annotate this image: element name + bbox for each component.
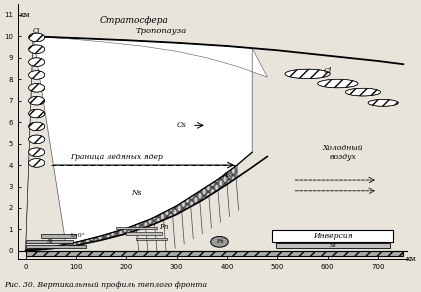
Text: Граница ледяных ядер: Граница ледяных ядер <box>70 153 163 161</box>
Ellipse shape <box>210 237 228 247</box>
Bar <box>272 230 393 242</box>
Text: St: St <box>329 243 336 248</box>
Polygon shape <box>26 36 267 251</box>
Polygon shape <box>285 69 330 79</box>
Text: St: St <box>46 239 53 244</box>
Polygon shape <box>29 135 45 144</box>
Text: км: км <box>19 11 30 19</box>
Polygon shape <box>33 36 252 244</box>
Text: Fs: Fs <box>216 239 223 244</box>
Text: t>0°: t>0° <box>71 233 86 238</box>
Bar <box>116 227 157 230</box>
Polygon shape <box>29 122 45 131</box>
Bar <box>136 238 167 240</box>
Text: Тропопауза: Тропопауза <box>136 27 187 35</box>
Text: Cl: Cl <box>324 67 332 75</box>
Text: Cs: Cs <box>177 121 187 129</box>
Polygon shape <box>29 58 45 66</box>
Polygon shape <box>29 159 45 167</box>
Text: Ns: Ns <box>131 189 141 197</box>
Polygon shape <box>29 33 45 42</box>
Polygon shape <box>29 45 45 53</box>
Polygon shape <box>29 109 45 118</box>
Polygon shape <box>368 99 398 106</box>
Polygon shape <box>29 84 45 92</box>
Polygon shape <box>26 251 403 256</box>
Text: Холодный
воздух: Холодный воздух <box>322 144 363 161</box>
Text: км: км <box>406 255 416 263</box>
Text: Инверсия: Инверсия <box>313 232 352 240</box>
Text: Ci: Ci <box>33 27 40 35</box>
Polygon shape <box>26 165 237 251</box>
Polygon shape <box>318 79 358 88</box>
Polygon shape <box>29 148 45 157</box>
Bar <box>26 239 73 243</box>
Polygon shape <box>29 71 45 79</box>
Text: Рис. 30. Вертикальный профиль теплого фронта: Рис. 30. Вертикальный профиль теплого фр… <box>4 281 207 289</box>
Text: Fn: Fn <box>160 223 169 231</box>
Polygon shape <box>29 96 45 105</box>
Text: As: As <box>223 171 231 179</box>
Text: Стратосфера: Стратосфера <box>99 16 168 25</box>
Bar <box>26 245 86 248</box>
Bar <box>126 232 162 235</box>
Bar <box>276 243 390 248</box>
Polygon shape <box>345 88 381 96</box>
Bar <box>41 234 76 238</box>
